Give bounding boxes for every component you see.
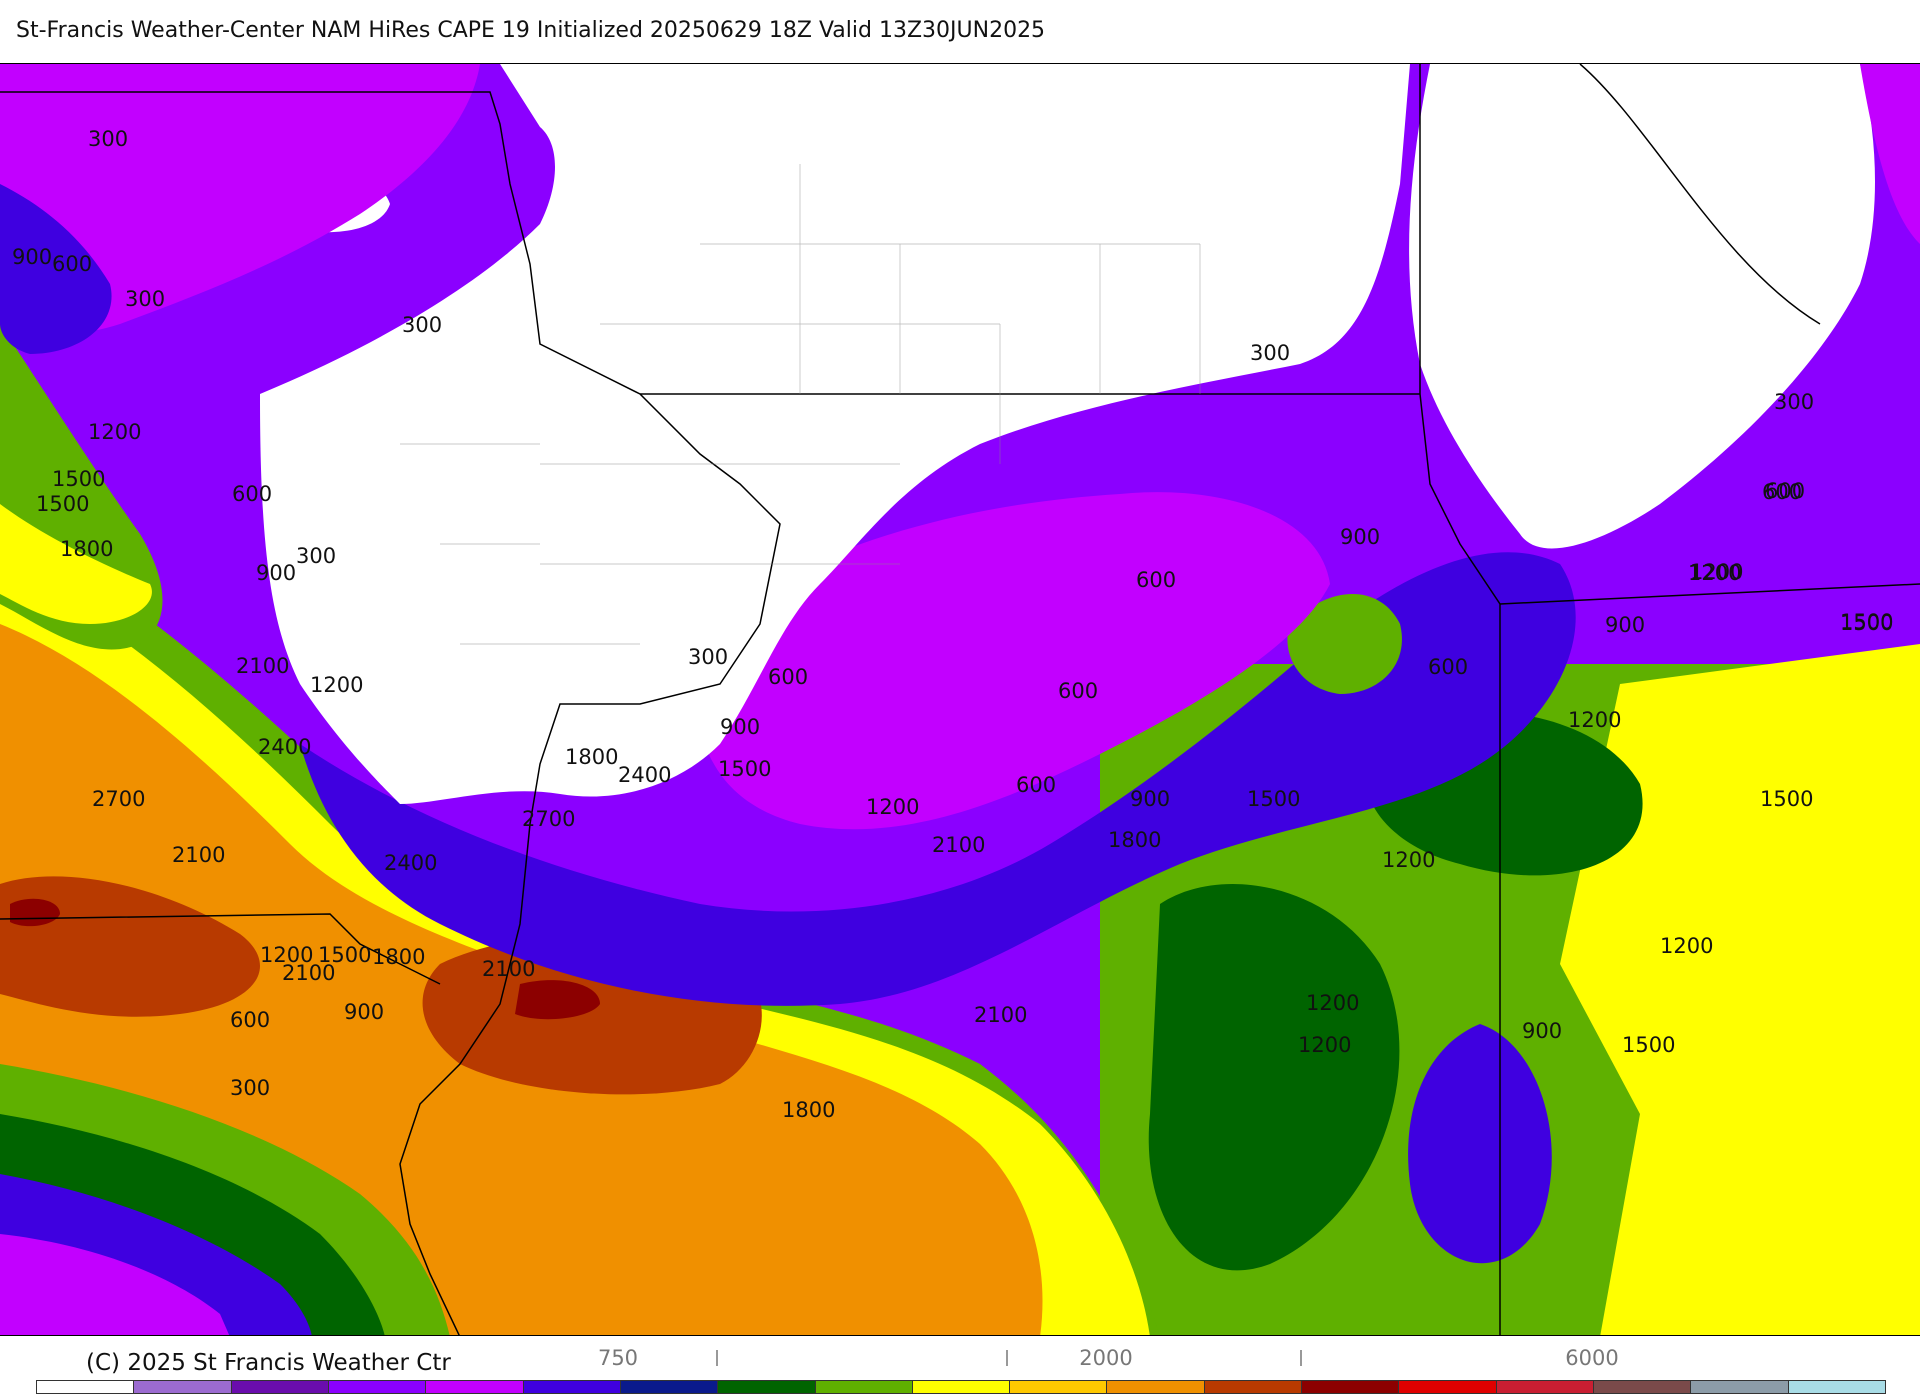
contour-label: 1200 xyxy=(260,943,313,967)
contour-label: 1200 xyxy=(1568,708,1621,732)
colorbar-swatch xyxy=(1594,1381,1692,1393)
contour-label: 2100 xyxy=(172,843,225,867)
cape-fill-layer xyxy=(0,64,1920,1335)
colorbar-swatch xyxy=(1010,1381,1108,1393)
contour-label: 2700 xyxy=(92,787,145,811)
contour-label: 600 xyxy=(52,252,92,276)
contour-label: 900 xyxy=(1522,1019,1562,1043)
contour-label: 600 xyxy=(1136,568,1176,592)
contour-label: 900 xyxy=(12,245,52,269)
contour-label: 1500 xyxy=(52,467,105,491)
contour-label: 300 xyxy=(125,287,165,311)
contour-label: 1500 xyxy=(36,492,89,516)
contour-label: 900 xyxy=(1605,613,1645,637)
contour-label: 2100 xyxy=(236,654,289,678)
contour-label: 1500 xyxy=(1622,1033,1675,1057)
colorbar-swatch xyxy=(1107,1381,1205,1393)
contour-label: 900 xyxy=(720,715,760,739)
colorbar-swatch xyxy=(426,1381,524,1393)
contour-label: 1800 xyxy=(372,945,425,969)
colorbar-swatch xyxy=(231,1381,329,1393)
colorbar-tick-mark xyxy=(1300,1350,1302,1366)
colorbar-swatch xyxy=(912,1381,1011,1393)
contour-label: 300 xyxy=(1774,390,1814,414)
contour-label: 300 xyxy=(688,645,728,669)
contour-label: 1500 xyxy=(318,943,371,967)
colorbar-swatch xyxy=(1691,1381,1789,1393)
contour-label: 300 xyxy=(1250,341,1290,365)
contour-label: 2100 xyxy=(282,961,335,985)
contour-label: 1200 xyxy=(1382,848,1435,872)
contour-label: 300 xyxy=(88,127,128,151)
colorbar-swatch xyxy=(134,1381,232,1393)
contour-label: 1200 xyxy=(88,420,141,444)
contour-label: 2700 xyxy=(522,807,575,831)
contour-label: 1500 xyxy=(1247,787,1300,811)
contour-label: 2400 xyxy=(384,851,437,875)
contour-label: 600 xyxy=(230,1008,270,1032)
contour-label: 600 xyxy=(1016,773,1056,797)
contour-label: 2400 xyxy=(618,763,671,787)
contour-label: 600 xyxy=(1765,479,1805,503)
contour-label: 1200 xyxy=(310,673,363,697)
contour-label: 1800 xyxy=(565,745,618,769)
contour-label: 2100 xyxy=(932,833,985,857)
state-boundaries xyxy=(0,64,1920,1335)
colorbar-tick-label: 750 xyxy=(597,1346,639,1370)
contour-label: 600 xyxy=(768,665,808,689)
contour-label: 900 xyxy=(1340,525,1380,549)
contour-label: 1200 xyxy=(866,795,919,819)
contour-label: 600 xyxy=(1058,679,1098,703)
cape-map: 300 900 600 300 300 1200 1500 1500 600 1800 300 900… xyxy=(0,63,1920,1336)
contour-label: 900 xyxy=(1130,787,1170,811)
contour-label: 2100 xyxy=(482,957,535,981)
contour-label: 600 xyxy=(1762,480,1802,504)
contour-label: 2100 xyxy=(974,1003,1027,1027)
contour-label: 2400 xyxy=(258,735,311,759)
colorbar-swatch xyxy=(620,1381,719,1393)
contour-label: 900 xyxy=(256,561,296,585)
contour-label: 1200 xyxy=(1298,1033,1351,1057)
colorbar-swatch xyxy=(1204,1381,1303,1393)
colorbar-tick-label: 2000 xyxy=(1079,1346,1133,1370)
contour-label: 1500 xyxy=(1840,611,1893,635)
county-lines xyxy=(400,164,1201,645)
colorbar-tick-mark xyxy=(1006,1350,1008,1366)
contour-label: 1200 xyxy=(1690,560,1743,584)
colorbar-swatch xyxy=(523,1381,621,1393)
contour-label: 300 xyxy=(230,1076,270,1100)
contour-label: 300 xyxy=(402,313,442,337)
colorbar-swatch xyxy=(37,1381,135,1393)
colorbar-swatch xyxy=(1399,1381,1497,1393)
contour-label: 900 xyxy=(344,1000,384,1024)
contour-label: 1200 xyxy=(1688,561,1741,585)
colorbar-tick-mark xyxy=(716,1350,718,1366)
colorbar-swatch xyxy=(718,1381,816,1393)
contour-label: 1800 xyxy=(1108,828,1161,852)
colorbar-tick-label: 6000 xyxy=(1565,1346,1619,1370)
colorbar-swatch xyxy=(328,1381,427,1393)
contour-label: 1200 xyxy=(1306,991,1359,1015)
contour-label: 600 xyxy=(1428,655,1468,679)
contour-label: 1800 xyxy=(782,1098,835,1122)
contour-label: 600 xyxy=(232,482,272,506)
contour-label: 1500 xyxy=(1840,610,1893,634)
cape-colorbar xyxy=(36,1380,1886,1394)
colorbar-swatch xyxy=(1302,1381,1400,1393)
colorbar-swatch xyxy=(1496,1381,1594,1393)
contour-label: 1500 xyxy=(1760,787,1813,811)
colorbar-swatch xyxy=(815,1381,913,1393)
map-title: St-Francis Weather-Center NAM HiRes CAPE… xyxy=(16,18,1046,43)
contour-label: 300 xyxy=(296,544,336,568)
contour-label: 1500 xyxy=(718,757,771,781)
copyright-notice: (C) 2025 St Francis Weather Ctr xyxy=(86,1350,451,1376)
contour-label: 1200 xyxy=(1660,934,1713,958)
contour-label: 1800 xyxy=(60,537,113,561)
colorbar-swatch xyxy=(1788,1381,1885,1393)
